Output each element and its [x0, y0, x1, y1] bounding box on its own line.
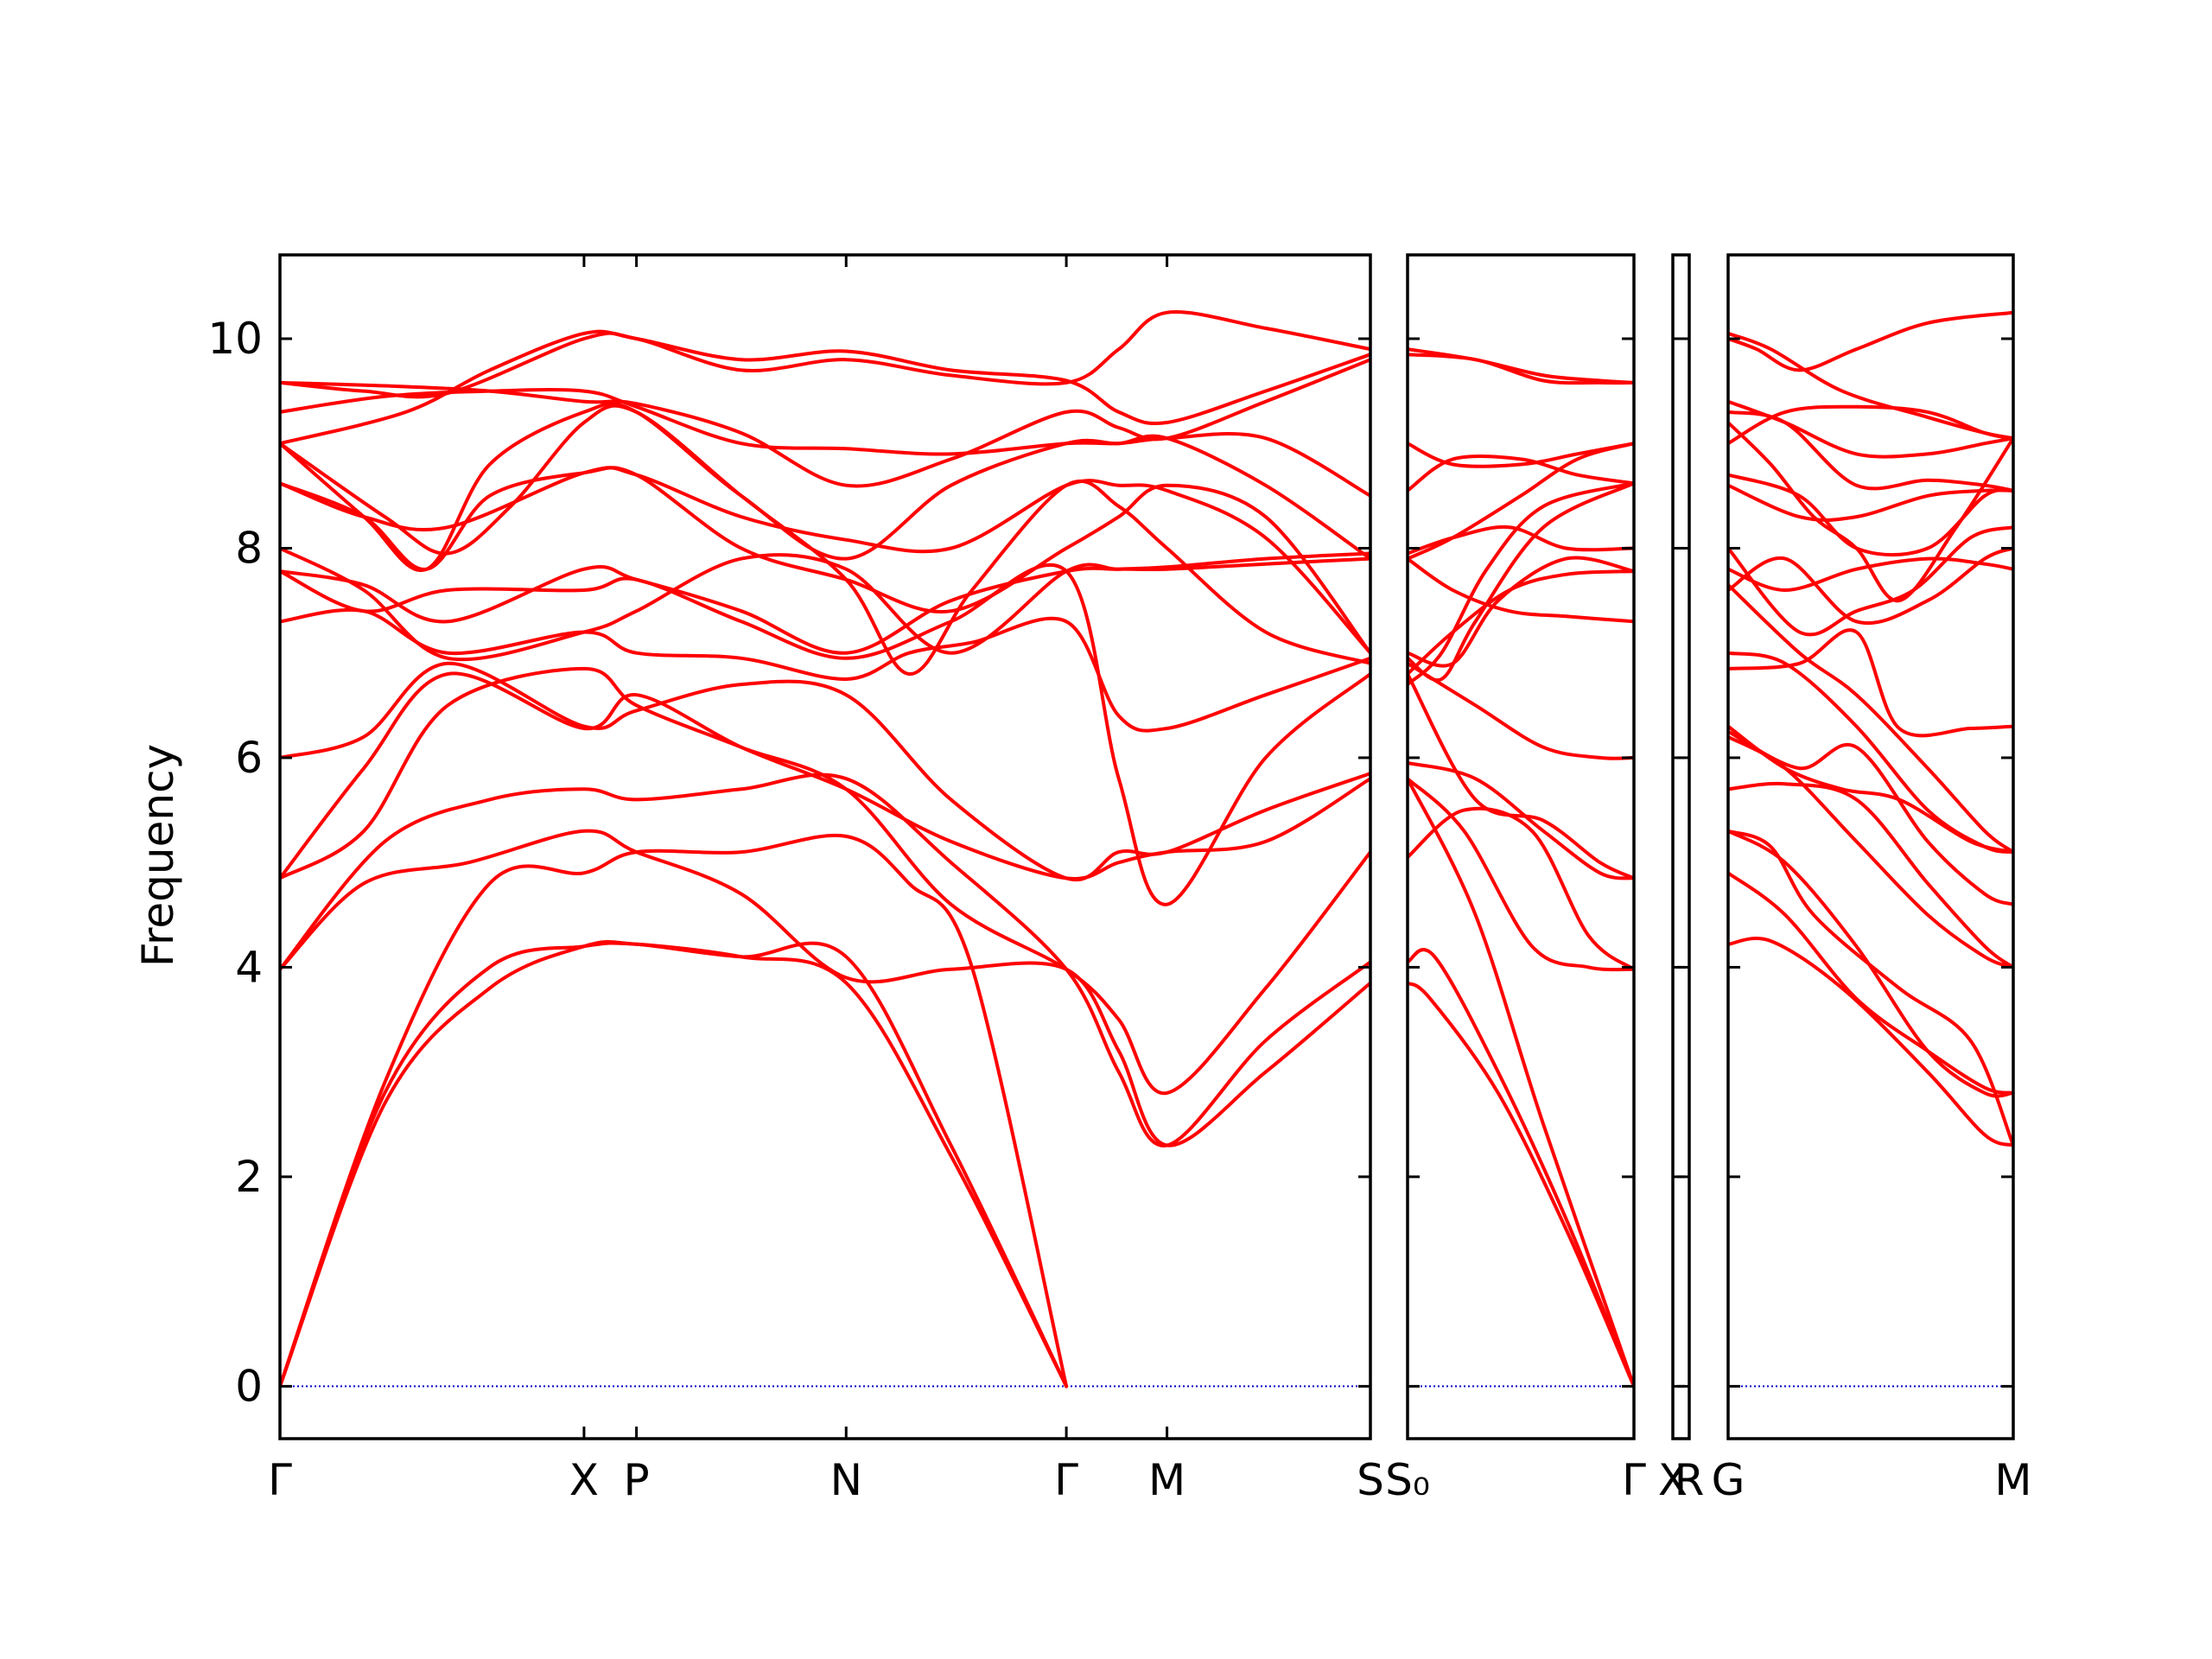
x-tick-label: S	[1357, 1455, 1384, 1505]
band-line	[1728, 331, 2013, 441]
band-line	[1408, 761, 1634, 880]
band-line	[1728, 483, 2013, 522]
band-line	[1408, 777, 1634, 972]
band-line	[1728, 781, 2013, 969]
band-line	[1728, 404, 2013, 446]
band-line	[280, 829, 1370, 1147]
x-tick-label: S₀	[1385, 1455, 1430, 1505]
band-line	[280, 607, 1370, 733]
y-tick-label: 8	[235, 523, 263, 573]
band-line	[1408, 948, 1634, 1389]
band-line	[280, 466, 1370, 655]
band-line	[1408, 806, 1634, 971]
band-line	[1728, 421, 2013, 603]
ylabel-group: Frequency	[133, 744, 183, 967]
band-line	[280, 404, 1370, 676]
y-tick-label: 4	[235, 942, 263, 992]
band-group	[1728, 310, 2013, 1147]
y-tick-label: 10	[207, 314, 263, 364]
x-tick-label: N	[830, 1455, 862, 1505]
band-line	[1728, 729, 2013, 906]
band-line	[280, 310, 1370, 399]
band-line	[280, 661, 1370, 882]
band-line	[1408, 454, 1634, 493]
band-line	[280, 563, 1370, 906]
y-axis-label: Frequency	[133, 744, 183, 967]
band-line	[1728, 410, 2013, 493]
panel-2: S₀ Γ	[1385, 253, 1646, 1505]
band-line	[1408, 442, 1634, 561]
band-line	[1728, 582, 2013, 855]
band-line	[1408, 569, 1634, 676]
band-line	[1728, 871, 2013, 1095]
band-line	[1408, 672, 1634, 880]
band-line	[280, 466, 1370, 655]
band-line	[280, 940, 1069, 1389]
band-line	[280, 772, 1370, 1147]
band-line	[1728, 724, 2013, 855]
band-line	[1408, 556, 1634, 624]
band-line	[1408, 481, 1634, 683]
band-line	[1728, 829, 2013, 1147]
band-line	[280, 546, 1370, 662]
band-line	[1408, 777, 1634, 1389]
x-tick-label: X	[569, 1455, 599, 1505]
x-tick-label: Γ	[268, 1455, 292, 1505]
band-line	[1408, 981, 1634, 1389]
band-group	[1408, 347, 1634, 1389]
band-line	[1728, 628, 2013, 738]
panel-1: 0 2 4 6 8 10 Γ X P N Γ M S	[207, 253, 1384, 1505]
y-tick-label: 0	[235, 1361, 263, 1411]
x-tick-label: P	[623, 1455, 649, 1505]
y-tick-label: 6	[235, 733, 263, 783]
band-line	[280, 941, 1069, 1389]
band-line	[1408, 442, 1634, 468]
band-line	[280, 666, 1370, 1095]
x-tick-label: Γ	[1054, 1455, 1078, 1505]
band-line	[280, 833, 1069, 1389]
panel-frame	[1726, 253, 2015, 1440]
x-tick-label: X	[1658, 1455, 1688, 1505]
band-line	[1408, 347, 1634, 385]
x-tick-label: M	[1148, 1455, 1185, 1505]
band-line	[1728, 651, 2013, 855]
panel-frame	[278, 253, 1372, 1440]
band-group	[280, 310, 1370, 1389]
panel-frame	[1671, 253, 1691, 1440]
band-line	[1408, 556, 1634, 668]
band-line	[1728, 399, 2013, 459]
band-line	[1728, 829, 2013, 1098]
x-tick-label: G	[1712, 1455, 1745, 1505]
band-line	[1408, 481, 1634, 687]
panel-3: XR	[1658, 253, 1705, 1505]
x-tick-label: M	[1994, 1455, 2031, 1505]
band-line	[1728, 473, 2013, 557]
x-tick-label: Γ	[1622, 1455, 1646, 1505]
panel-frame	[1406, 253, 1636, 1440]
band-line	[1728, 310, 2013, 372]
band-line	[280, 556, 1370, 655]
x-tick-label: R	[1675, 1455, 1705, 1505]
band-line	[1728, 936, 2013, 1147]
band-line	[280, 358, 1370, 488]
band-line	[280, 329, 1370, 446]
band-line	[280, 401, 1370, 573]
y-tick-label: 2	[235, 1152, 263, 1202]
band-line	[1408, 524, 1634, 556]
band-line	[1728, 546, 2013, 626]
band-line	[1408, 661, 1634, 760]
band-line	[1728, 525, 2013, 637]
band-line	[1728, 556, 2013, 592]
